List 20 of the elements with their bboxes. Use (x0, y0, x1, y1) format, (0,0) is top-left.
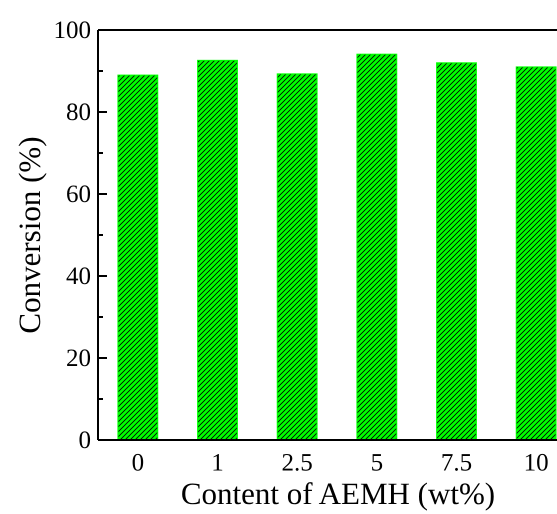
y-tick-label: 0 (78, 427, 91, 454)
bar (197, 60, 238, 440)
y-tick-label: 40 (66, 263, 91, 290)
y-tick-label: 20 (66, 345, 91, 372)
bar (276, 73, 318, 440)
x-tick-label: 0 (132, 450, 144, 476)
x-tick-label: 10 (524, 450, 549, 476)
y-tick-label: 100 (54, 17, 91, 44)
y-axis-title: Conversion (%) (12, 136, 47, 334)
bar (356, 54, 398, 440)
x-tick-label: 1 (211, 450, 224, 476)
x-tick-label: 2.5 (282, 450, 313, 476)
bar (516, 66, 557, 440)
x-tick-label: 5 (370, 450, 384, 476)
bar (117, 74, 158, 440)
y-tick-label: 80 (66, 99, 91, 126)
bar (436, 62, 477, 440)
x-axis-title: Content of AEMH (wt%) (180, 476, 496, 511)
y-tick-label: 60 (66, 181, 91, 208)
x-tick-label: 7.5 (440, 450, 472, 476)
